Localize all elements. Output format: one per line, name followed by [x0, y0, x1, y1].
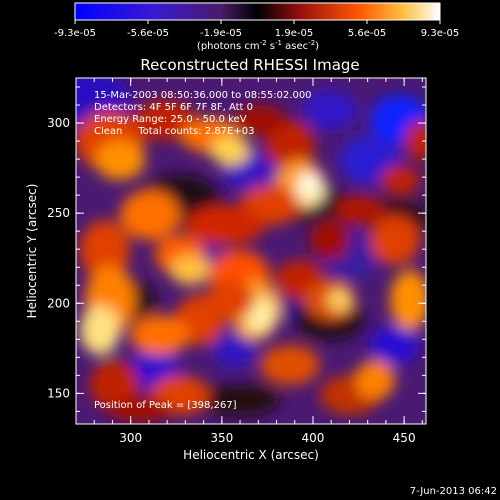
- colorbar-tick-label: 9.3e-05: [421, 28, 459, 39]
- x-axis-ticks: 300 350 400 450: [75, 78, 423, 445]
- intensity-blob: [210, 135, 250, 165]
- y-tick-label: 200: [47, 296, 70, 310]
- intensity-blob: [265, 120, 315, 170]
- intensity-blob: [310, 220, 350, 260]
- intensity-blob: [355, 360, 395, 400]
- intensity-blob: [120, 190, 180, 240]
- colorbar: [74, 2, 441, 21]
- intensity-blob: [302, 90, 358, 130]
- annotation-time: 15-Mar-2003 08:50:36.000 to 08:55:02.000: [94, 90, 312, 101]
- intensity-blob: [235, 105, 285, 135]
- colorbar-tick-label: 1.9e-05: [275, 28, 313, 39]
- intensity-blob: [80, 220, 130, 280]
- annotation-detectors: Detectors: 4F 5F 6F 7F 8F, Att 0: [94, 102, 253, 113]
- intensity-blob: [170, 255, 210, 285]
- peak-spot: [297, 172, 322, 193]
- y-axis-label: Heliocentric Y (arcsec): [25, 184, 39, 319]
- y-tick-label: 250: [47, 206, 70, 220]
- x-tick-label: 300: [119, 431, 142, 445]
- annotation-energy: Energy Range: 25.0 - 50.0 keV: [94, 114, 247, 125]
- colorbar-tick-label: -9.3e-05: [54, 28, 96, 39]
- intensity-blob: [110, 398, 170, 422]
- intensity-blob: [200, 385, 280, 415]
- peak-position-label: Position of Peak = [398,267]: [94, 400, 237, 411]
- intensity-blob: [328, 288, 352, 312]
- x-tick-label: 350: [210, 431, 233, 445]
- intensity-blob: [135, 100, 195, 140]
- y-tick-label: 300: [47, 116, 70, 130]
- image-field: [76, 78, 426, 422]
- intensity-blob: [370, 325, 420, 365]
- colorbar-unit-label: (photons cm-2 s-1 asec-2): [197, 39, 319, 52]
- footer-timestamp: 7-Jun-2013 06:42: [410, 486, 497, 497]
- intensity-blob: [380, 165, 420, 195]
- colorbar-tick-label: -5.6e-05: [127, 28, 169, 39]
- y-axis-ticks: 150 200 250 300: [47, 86, 426, 412]
- intensity-blob: [370, 215, 420, 265]
- intensity-blob: [80, 305, 120, 355]
- x-tick-label: 400: [302, 431, 325, 445]
- x-axis-label: Heliocentric X (arcsec): [183, 448, 319, 462]
- intensity-blob: [405, 120, 426, 160]
- intensity-blob: [390, 270, 426, 330]
- annotation-block: 15-Mar-2003 08:50:36.000 to 08:55:02.000…: [94, 90, 312, 137]
- intensity-blob: [213, 332, 257, 368]
- intensity-blob: [260, 345, 320, 385]
- intensity-blob: [90, 360, 140, 410]
- colorbar-tick-label: -1.9e-05: [200, 28, 242, 39]
- colorbar-ticks: -9.3e-05 -5.6e-05 -1.9e-05 1.9e-05 5.6e-05 9.…: [54, 20, 459, 39]
- intensity-blob: [95, 140, 145, 180]
- x-tick-label: 450: [393, 431, 416, 445]
- plot-frame: [75, 77, 427, 425]
- intensity-blob: [130, 315, 190, 355]
- intensity-blob: [185, 205, 265, 245]
- intensity-blob: [335, 195, 385, 225]
- annotation-clean: Clean Total counts: 2.87E+03: [94, 126, 254, 137]
- colorbar-tick-label: 5.6e-05: [348, 28, 386, 39]
- y-tick-label: 150: [47, 386, 70, 400]
- chart-title: Reconstructed RHESSI Image: [140, 56, 359, 74]
